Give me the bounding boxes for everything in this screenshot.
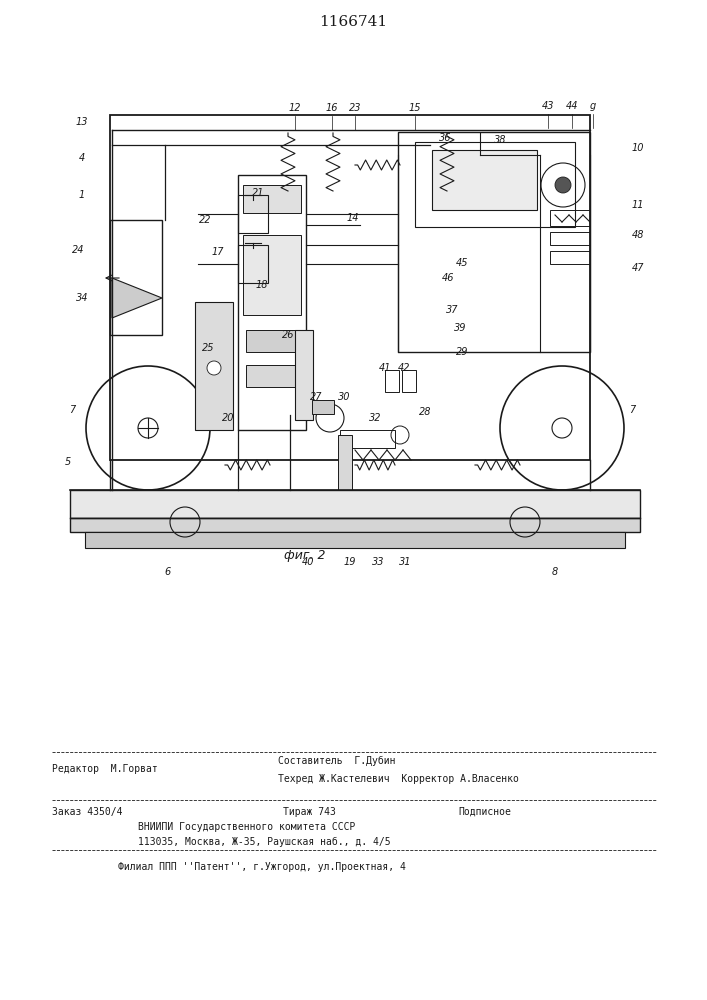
Text: 25: 25 [201, 343, 214, 353]
Text: 42: 42 [398, 363, 410, 373]
Text: 10: 10 [632, 143, 644, 153]
Text: Техред Ж.Кастелевич  Корректор А.Власенко: Техред Ж.Кастелевич Корректор А.Власенко [278, 774, 519, 784]
Text: 45: 45 [456, 258, 468, 268]
Text: 31: 31 [399, 557, 411, 567]
Text: 34: 34 [76, 293, 88, 303]
Text: 36: 36 [439, 133, 451, 143]
Text: Заказ 4350/4: Заказ 4350/4 [52, 807, 122, 817]
Text: 40: 40 [302, 557, 314, 567]
Bar [110, 220, 162, 335]
Bar [238, 175, 306, 430]
Text: 11: 11 [632, 200, 644, 210]
Bar [415, 142, 575, 227]
Text: 38: 38 [493, 135, 506, 145]
Text: 17: 17 [212, 247, 224, 257]
Bar [246, 330, 298, 352]
Text: 113035, Москва, Ж-35, Раушская наб., д. 4/5: 113035, Москва, Ж-35, Раушская наб., д. … [138, 837, 391, 847]
Bar [70, 490, 640, 518]
Bar [295, 330, 313, 420]
Text: 6: 6 [165, 567, 171, 577]
Text: 7: 7 [629, 405, 635, 415]
Text: 39: 39 [454, 323, 466, 333]
Text: 32: 32 [369, 413, 381, 423]
Text: 48: 48 [632, 230, 644, 240]
Text: Редактор  М.Горват: Редактор М.Горват [52, 764, 158, 774]
Text: 44: 44 [566, 101, 578, 111]
Circle shape [207, 361, 221, 375]
Polygon shape [112, 278, 162, 318]
Bar [340, 430, 395, 448]
Text: 14: 14 [346, 213, 359, 223]
Text: 20: 20 [222, 413, 234, 423]
Text: 15: 15 [409, 103, 421, 113]
Text: 21: 21 [252, 188, 264, 198]
Text: 46: 46 [442, 273, 455, 283]
Text: 8: 8 [552, 567, 558, 577]
Bar [338, 435, 352, 490]
Text: 18: 18 [256, 280, 268, 290]
Text: 37: 37 [445, 305, 458, 315]
Text: g: g [590, 101, 596, 111]
Text: 26: 26 [282, 330, 294, 340]
Bar [110, 115, 590, 460]
Bar [402, 370, 416, 392]
Text: 41: 41 [379, 363, 391, 373]
Text: 22: 22 [199, 215, 211, 225]
Text: 16: 16 [326, 103, 338, 113]
Text: 33: 33 [372, 557, 384, 567]
Bar [243, 235, 301, 315]
Text: 27: 27 [310, 392, 322, 402]
Text: 23: 23 [349, 103, 361, 113]
Text: 5: 5 [65, 457, 71, 467]
Text: 7: 7 [69, 405, 75, 415]
Text: фиг. 2: фиг. 2 [284, 548, 326, 562]
Bar [246, 365, 298, 387]
Text: 29: 29 [456, 347, 468, 357]
Text: ВНИИПИ Государственного комитета СССР: ВНИИПИ Государственного комитета СССР [138, 822, 356, 832]
Bar [550, 232, 590, 245]
Text: 1166741: 1166741 [319, 15, 387, 29]
Bar [85, 532, 625, 548]
Text: Составитель  Г.Дубин: Составитель Г.Дубин [278, 756, 395, 766]
Bar [70, 518, 640, 532]
Bar [432, 150, 537, 210]
Circle shape [555, 177, 571, 193]
Bar [398, 132, 590, 352]
Bar [238, 195, 268, 233]
Text: Подписное: Подписное [458, 807, 511, 817]
Bar [550, 251, 590, 264]
Text: 30: 30 [338, 392, 350, 402]
Bar [385, 370, 399, 392]
Bar [550, 210, 590, 226]
Bar [312, 400, 334, 414]
Text: Филиал ППП ''Патент'', г.Ужгород, ул.Проектная, 4: Филиал ППП ''Патент'', г.Ужгород, ул.Про… [118, 862, 406, 872]
Text: 4: 4 [79, 153, 85, 163]
Text: 12: 12 [288, 103, 301, 113]
Text: 19: 19 [344, 557, 356, 567]
Text: 24: 24 [71, 245, 84, 255]
Text: Тираж 743: Тираж 743 [283, 807, 336, 817]
Text: 1: 1 [79, 190, 85, 200]
Text: 47: 47 [632, 263, 644, 273]
Bar [243, 185, 301, 213]
Text: 28: 28 [419, 407, 431, 417]
Text: 13: 13 [76, 117, 88, 127]
Bar [238, 245, 268, 283]
Text: 43: 43 [542, 101, 554, 111]
Bar [195, 302, 233, 430]
